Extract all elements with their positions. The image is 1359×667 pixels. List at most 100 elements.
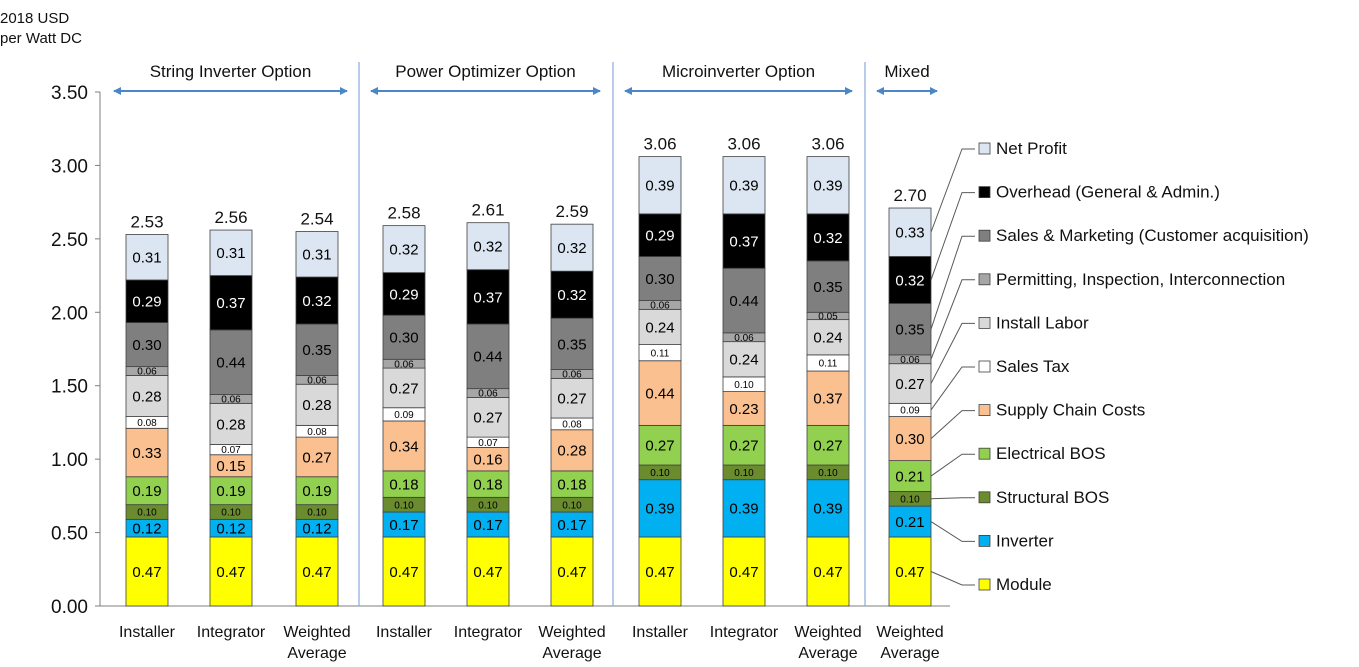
- bar-segment-sales-marketing-customer-acquisition: [722, 267, 766, 334]
- bar-segment-supply-chain-costs: [888, 416, 932, 462]
- data-label-sales-tax: 0.07: [478, 438, 498, 449]
- data-label-sales-tax: 0.11: [651, 348, 670, 359]
- bar-total-label: 3.06: [811, 135, 844, 154]
- bar-segment-install-labor: [295, 383, 339, 426]
- bar-segment-electrical-bos: [638, 424, 682, 466]
- y-axis-label-line-1: 2018 USD: [0, 10, 70, 27]
- data-label-structural-bos: 0.10: [478, 500, 498, 511]
- group-label-string-inverter-option: String Inverter Option: [150, 62, 312, 81]
- data-label-inverter: 0.39: [645, 501, 674, 518]
- legend-swatch-sales-marketing-customer-acquisition: [978, 229, 991, 242]
- bar-segment-install-labor: [722, 341, 766, 378]
- data-label-install-labor: 0.28: [132, 388, 161, 405]
- data-label-sales-marketing-customer-acquisition: 0.35: [302, 342, 331, 359]
- group-label-power-optimizer-option: Power Optimizer Option: [395, 62, 575, 81]
- data-label-inverter: 0.12: [302, 521, 331, 538]
- bar-total-label: 2.70: [893, 186, 926, 205]
- data-label-permitting-inspection-interconnection: 0.06: [562, 370, 582, 381]
- legend-swatch-overhead-general-admin: [978, 186, 991, 199]
- data-label-structural-bos: 0.10: [818, 468, 838, 479]
- bar-segment-sales-marketing-customer-acquisition: [209, 329, 253, 395]
- data-label-overhead-general-admin: 0.32: [895, 272, 924, 289]
- data-label-install-labor: 0.24: [813, 330, 842, 347]
- data-label-overhead-general-admin: 0.32: [557, 287, 586, 304]
- y-tick-label: 0.50: [51, 524, 88, 545]
- data-label-inverter: 0.12: [216, 521, 245, 538]
- data-label-inverter: 0.21: [895, 514, 924, 531]
- legend-connector-structural-bos: [930, 497, 975, 500]
- data-label-overhead-general-admin: 0.29: [389, 286, 418, 303]
- data-label-install-labor: 0.27: [473, 410, 502, 427]
- x-category-label: Weighted: [538, 624, 605, 641]
- bar-segment-install-labor: [209, 402, 253, 445]
- legend-connector-sales-tax: [930, 366, 975, 411]
- y-tick-label: 1.50: [51, 377, 88, 398]
- data-label-sales-marketing-customer-acquisition: 0.35: [895, 322, 924, 339]
- legend-connector-inverter: [930, 521, 975, 542]
- x-category-label: Average: [542, 645, 601, 662]
- data-label-net-profit: 0.33: [895, 225, 924, 242]
- data-label-sales-marketing-customer-acquisition: 0.35: [557, 336, 586, 353]
- data-label-supply-chain-costs: 0.30: [895, 431, 924, 448]
- legend-swatch-structural-bos: [978, 491, 991, 504]
- x-category-label: Integrator: [197, 624, 266, 641]
- bar-total-label: 3.06: [643, 135, 676, 154]
- bar-segment-overhead-general-admin: [125, 279, 169, 323]
- bar-segment-supply-chain-costs: [806, 370, 850, 426]
- bar-segment-install-labor: [806, 319, 850, 356]
- bar-segment-install-labor: [382, 367, 426, 409]
- data-label-sales-marketing-customer-acquisition: 0.30: [132, 337, 161, 354]
- bar-segment-module: [806, 536, 850, 607]
- legend-swatch-module: [978, 578, 991, 591]
- bar-segment-inverter: [466, 511, 510, 538]
- data-label-electrical-bos: 0.18: [389, 477, 418, 494]
- x-category-label: Average: [798, 645, 857, 662]
- data-label-sales-tax: 0.09: [900, 406, 920, 417]
- data-label-net-profit: 0.39: [729, 178, 758, 195]
- data-label-inverter: 0.17: [389, 517, 418, 534]
- x-category-label: Weighted: [876, 624, 943, 641]
- legend-label-install-labor: Install Labor: [996, 313, 1089, 332]
- data-label-install-labor: 0.27: [389, 380, 418, 397]
- y-tick-label: 0.00: [51, 597, 88, 618]
- bar-segment-sales-marketing-customer-acquisition: [295, 323, 339, 376]
- legend-swatch-net-profit: [978, 142, 991, 155]
- y-axis-label-line-2: per Watt DC: [0, 30, 82, 47]
- data-label-structural-bos: 0.10: [307, 508, 327, 519]
- data-label-module: 0.47: [895, 564, 924, 581]
- data-label-structural-bos: 0.10: [562, 500, 582, 511]
- data-label-overhead-general-admin: 0.32: [302, 293, 331, 310]
- bar-segment-overhead-general-admin: [888, 256, 932, 304]
- data-label-sales-marketing-customer-acquisition: 0.30: [389, 330, 418, 347]
- x-category-label: Weighted: [794, 624, 861, 641]
- data-label-net-profit: 0.31: [216, 245, 245, 262]
- data-label-structural-bos: 0.10: [221, 508, 241, 519]
- bar-total-label: 2.53: [130, 212, 163, 231]
- bar-segment-net-profit: [209, 229, 253, 276]
- bar-segment-sales-marketing-customer-acquisition: [382, 314, 426, 360]
- data-label-install-labor: 0.28: [302, 397, 331, 414]
- data-label-install-labor: 0.27: [557, 391, 586, 408]
- bar-segment-supply-chain-costs: [550, 429, 594, 472]
- data-label-sales-tax: 0.10: [734, 380, 754, 391]
- group-label-mixed: Mixed: [884, 62, 929, 81]
- data-label-overhead-general-admin: 0.37: [473, 289, 502, 306]
- bar-segment-net-profit: [295, 231, 339, 278]
- legend-label-module: Module: [996, 575, 1052, 594]
- bar-segment-install-labor: [550, 377, 594, 419]
- data-label-structural-bos: 0.10: [137, 508, 157, 519]
- data-label-supply-chain-costs: 0.28: [557, 443, 586, 460]
- data-label-module: 0.47: [473, 564, 502, 581]
- data-label-sales-marketing-customer-acquisition: 0.30: [645, 271, 674, 288]
- bar-segment-sales-marketing-customer-acquisition: [638, 256, 682, 301]
- legend-swatch-permitting-inspection-interconnection: [978, 273, 991, 286]
- data-label-overhead-general-admin: 0.32: [813, 230, 842, 247]
- bar-segment-sales-marketing-customer-acquisition: [466, 323, 510, 390]
- data-label-permitting-inspection-interconnection: 0.06: [221, 395, 241, 406]
- legend-connector-install-labor: [930, 322, 975, 384]
- bar-total-label: 3.06: [727, 135, 760, 154]
- bar-segment-inverter: [550, 511, 594, 538]
- data-label-permitting-inspection-interconnection: 0.06: [478, 389, 498, 400]
- legend-connector-supply-chain-costs: [930, 410, 975, 439]
- legend-label-sales-marketing-customer-acquisition: Sales & Marketing (Customer acquisition): [996, 226, 1309, 245]
